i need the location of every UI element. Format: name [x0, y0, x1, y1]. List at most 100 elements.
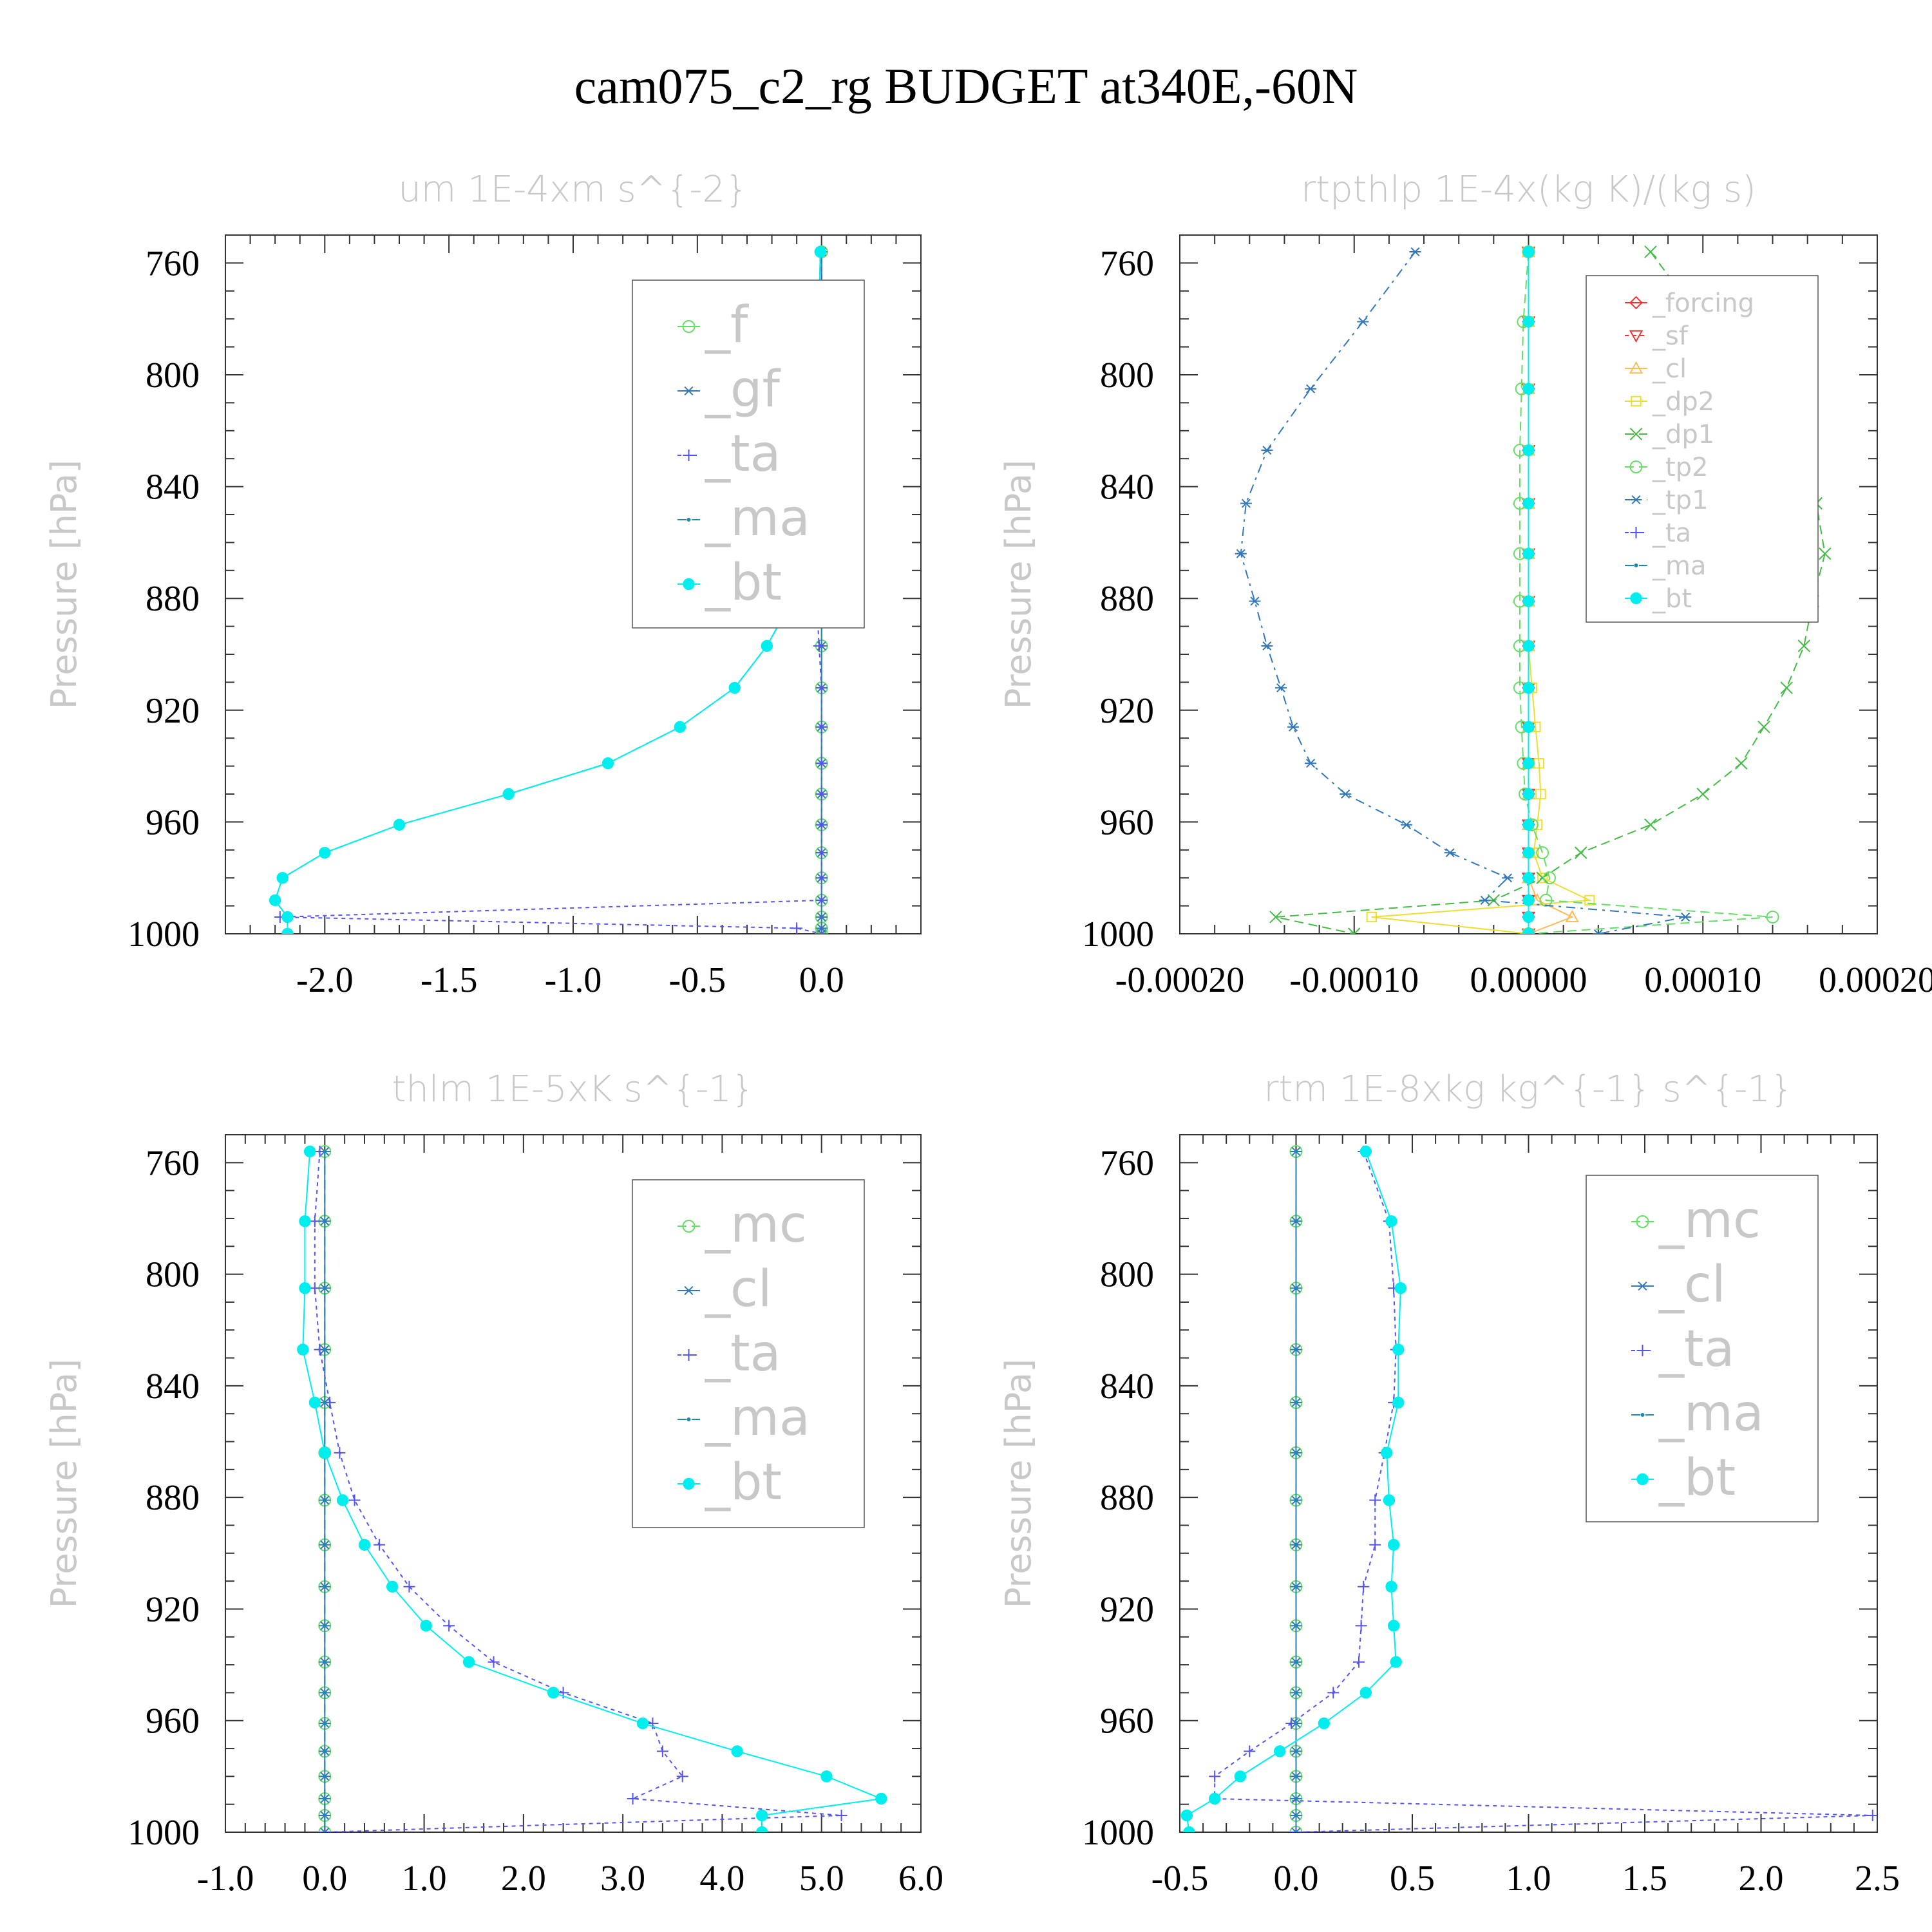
legend-label: _cl	[1652, 354, 1687, 384]
data-point-dp1	[1575, 846, 1587, 859]
x-tick-label: 0.00000	[1470, 960, 1587, 1000]
data-point-dp1	[1735, 757, 1748, 770]
data-point-bt	[1522, 639, 1535, 652]
legend-marker	[1629, 428, 1643, 440]
legend-marker	[683, 1477, 695, 1490]
data-point-tp1	[1357, 317, 1369, 327]
data-point-ma	[323, 1721, 327, 1726]
data-point-ta	[348, 1494, 361, 1506]
data-point-dp1	[1644, 245, 1657, 258]
data-point-tp2	[1539, 893, 1553, 907]
data-point-bt	[820, 1770, 833, 1783]
y-tick-label: 1000	[128, 1813, 200, 1853]
data-point-ta	[813, 639, 825, 652]
data-point-ta	[374, 1539, 386, 1551]
data-point-ta	[1866, 1810, 1877, 1822]
legend-marker	[683, 578, 695, 591]
legend-label: _bt	[1658, 1449, 1736, 1507]
chart-panel-3: thlm 1E-5xK s^{-1} Pressure [hPa] 760 800 84…	[44, 1068, 943, 1899]
legend-label: _dp2	[1652, 387, 1714, 417]
data-point-ma	[1294, 1450, 1298, 1455]
x-tick-label: -2.0	[296, 960, 354, 1000]
data-point-bt	[1522, 245, 1535, 258]
data-point-ma	[1294, 1749, 1298, 1754]
data-point-bt	[281, 911, 294, 923]
data-point-ta	[791, 922, 803, 934]
plot-frame	[225, 1134, 922, 1833]
data-point-bt	[674, 721, 687, 734]
y-tick-label: 840	[146, 468, 200, 507]
data-point-ma	[1294, 1830, 1298, 1832]
legend-marker	[1636, 1281, 1649, 1291]
data-point-tp1	[1409, 247, 1421, 257]
data-point-bt	[1359, 1145, 1372, 1158]
data-point-tp1	[1400, 820, 1412, 829]
data-point-ta	[627, 1793, 639, 1805]
legend-box	[632, 1179, 865, 1528]
data-point-ta	[815, 928, 828, 934]
y-tick-label: 920	[1100, 691, 1154, 731]
data-point-tp1	[1305, 384, 1317, 393]
legend-marker	[682, 320, 696, 333]
data-point-bt	[1522, 846, 1535, 859]
data-point-bt	[1392, 1396, 1405, 1409]
data-point-bt	[728, 681, 741, 694]
legend-marker	[682, 1220, 696, 1233]
data-point-bt	[393, 819, 406, 831]
y-tick-label: 1000	[128, 914, 200, 954]
data-point-ma	[323, 1797, 327, 1801]
data-point-bt	[1208, 1792, 1221, 1805]
data-point-ta	[815, 894, 828, 906]
legend-marker	[1636, 1215, 1649, 1228]
x-tick-label: 5.0	[799, 1859, 844, 1899]
legend-label: _ta	[705, 1325, 781, 1383]
data-point-ta	[308, 1282, 321, 1294]
data-point-bt	[1381, 1446, 1393, 1459]
data-point-ma	[323, 1660, 327, 1664]
data-point-bt	[761, 639, 773, 652]
data-point-bt	[319, 846, 331, 859]
data-point-ta	[647, 1718, 659, 1730]
x-tick-label: -1.0	[545, 960, 602, 1000]
legend-label: _gf	[705, 361, 781, 419]
data-point-bt	[875, 1792, 887, 1805]
figure-title: cam075_c2_rg BUDGET at340E,-60N	[574, 58, 1358, 114]
data-point-bt	[303, 1145, 316, 1158]
data-point-bt	[755, 1809, 768, 1822]
legend-label: _bt	[1652, 584, 1692, 614]
legend-marker	[1629, 361, 1643, 374]
data-point-dp1	[1269, 911, 1282, 923]
x-tick-label: 0.0	[302, 1859, 347, 1899]
data-point-bt	[1385, 1580, 1397, 1593]
legend-label: _ta	[705, 425, 781, 483]
legend-label: _ma	[705, 489, 810, 547]
y-tick-label: 800	[1100, 355, 1154, 395]
data-point-bt	[1318, 1717, 1331, 1730]
data-point-dp1	[1819, 547, 1832, 560]
data-point-ma	[323, 1690, 327, 1695]
legend-label: _dp1	[1652, 420, 1714, 450]
data-point-tp1	[1305, 759, 1317, 768]
data-point-ma	[323, 1624, 327, 1628]
y-axis-label: Pressure [hPa]	[998, 460, 1039, 709]
chart-panels: um 1E-4xm s^{-2} Pressure [hPa] 760 800 840 8…	[44, 169, 1932, 1899]
data-point-tp1	[1261, 446, 1273, 455]
data-point-cl	[1565, 909, 1579, 923]
data-point-bt	[319, 1446, 331, 1459]
legend-label: _cl	[1658, 1256, 1726, 1314]
data-point-bt	[1522, 819, 1535, 831]
legend-marker	[1630, 527, 1642, 538]
data-point-ma	[323, 1347, 327, 1352]
data-point-ma	[1294, 1286, 1298, 1291]
legend-box	[632, 279, 865, 629]
data-point-bt	[1522, 911, 1535, 923]
legend-label: _forcing	[1652, 289, 1754, 318]
panel-title: rtpthlp 1E-4x(kg K)/(kg s)	[1301, 169, 1756, 211]
data-point-bt	[1522, 788, 1535, 800]
data-point-ma	[1294, 1542, 1298, 1547]
data-point-ma	[1294, 1721, 1298, 1726]
data-point-bt	[358, 1539, 371, 1551]
data-point-bt	[1522, 927, 1535, 934]
legend-marker	[1630, 495, 1642, 505]
data-point-ma	[1294, 1219, 1298, 1224]
